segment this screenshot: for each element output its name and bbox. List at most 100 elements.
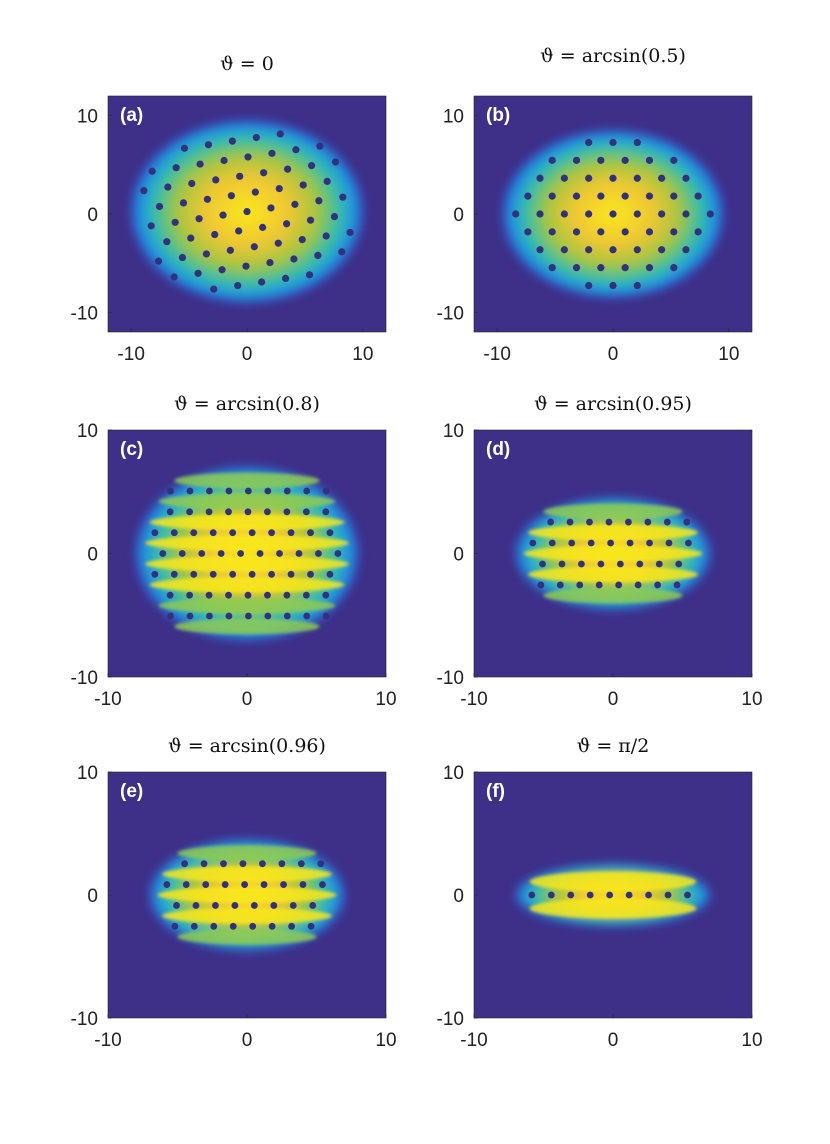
- vortex-core: [268, 922, 276, 930]
- vortex-core: [210, 285, 218, 293]
- density-stripe: [174, 618, 320, 635]
- vortex-core: [228, 137, 236, 145]
- y-tick-label: 10: [77, 107, 98, 128]
- vortex-core: [155, 202, 164, 211]
- panel-c: (c) ϑ = arcsin(0.8) -10 0 10 -10 0 10: [71, 393, 397, 710]
- vortex-core: [316, 142, 324, 150]
- vortex-core: [244, 591, 252, 599]
- vortex-core: [291, 200, 299, 208]
- vortex-core: [317, 860, 325, 868]
- panel-e: (e) ϑ = arcsin(0.96) -10 0 10 -10 0 10: [71, 735, 397, 1051]
- vortex-core: [621, 264, 629, 272]
- vortex-core: [242, 262, 250, 270]
- vortex-core: [670, 264, 678, 272]
- vortex-core: [633, 174, 641, 182]
- vortex-core: [186, 612, 194, 620]
- vortex-core: [182, 881, 190, 888]
- density-stripe: [149, 576, 345, 593]
- density-stripe: [174, 472, 320, 489]
- vortex-core: [326, 529, 334, 537]
- vortex-core: [572, 228, 581, 236]
- y-tick-label: -10: [71, 668, 98, 689]
- y-tick-label: 10: [77, 421, 98, 442]
- vortex-core: [190, 570, 198, 578]
- vortex-core: [558, 560, 566, 568]
- vortex-core: [645, 156, 654, 164]
- vortex-core: [225, 591, 232, 599]
- x-tick-label: -10: [94, 689, 121, 710]
- x-tick-label: -10: [483, 344, 510, 365]
- vortex-core: [221, 881, 229, 888]
- vortex-core: [275, 184, 283, 193]
- vortex-core: [276, 550, 283, 557]
- vortex-core: [548, 156, 556, 164]
- y-tick-label: 0: [453, 205, 464, 226]
- vortex-core: [326, 570, 334, 578]
- vortex-core: [556, 581, 564, 589]
- vortex-core: [595, 581, 603, 589]
- y-tick-label: 0: [87, 545, 98, 566]
- vortex-core: [151, 570, 159, 578]
- vortex-core: [220, 860, 227, 868]
- vortex-core: [597, 228, 605, 236]
- vortex-core: [264, 591, 271, 599]
- vortex-core: [322, 591, 330, 599]
- vortex-core: [210, 922, 218, 930]
- vortex-core: [170, 570, 178, 578]
- vortex-core: [605, 518, 613, 526]
- panel-title: ϑ = arcsin(0.95): [534, 393, 692, 415]
- vortex-core: [597, 192, 605, 200]
- vortex-core: [633, 281, 641, 290]
- vortex-core: [586, 518, 593, 526]
- vortex-core: [299, 181, 307, 189]
- vortex-core: [568, 539, 576, 547]
- vortex-core: [306, 216, 315, 224]
- vortex-core: [609, 210, 617, 218]
- vortex-core: [615, 581, 623, 589]
- vortex-core: [251, 188, 259, 196]
- vortex-core: [287, 570, 295, 578]
- vortex-core: [663, 518, 671, 526]
- vortex-core: [172, 164, 180, 172]
- vortex-core: [236, 172, 244, 180]
- vortex-core: [621, 192, 629, 200]
- vortex-core: [665, 539, 673, 547]
- vortex-core: [186, 487, 194, 495]
- vortex-core: [206, 612, 213, 620]
- vortex-core: [548, 228, 556, 236]
- panel-title: ϑ = arcsin(0.5): [540, 45, 686, 67]
- x-tick-label: 0: [608, 689, 619, 710]
- vortex-core: [202, 881, 210, 888]
- vortex-core: [528, 891, 536, 899]
- vortex-core: [209, 570, 217, 578]
- vortex-core: [655, 560, 663, 568]
- vortex-core: [250, 243, 258, 251]
- vortex-core: [578, 560, 585, 568]
- vortex-core: [163, 238, 171, 246]
- vortex-core: [163, 881, 171, 888]
- vortex-core: [159, 550, 167, 557]
- vortex-core: [188, 179, 196, 188]
- x-tick-label: -10: [460, 689, 487, 710]
- vortex-core: [576, 581, 584, 589]
- vortex-core: [290, 255, 298, 263]
- vortex-core: [283, 612, 291, 620]
- vortex-core: [682, 210, 690, 218]
- vortex-core: [248, 570, 256, 578]
- vortex-core: [322, 508, 330, 516]
- vortex-core: [173, 902, 180, 909]
- vortex-core: [259, 860, 266, 868]
- vortex-core: [548, 192, 556, 200]
- vortex-core: [234, 281, 242, 290]
- x-tick-label: 0: [242, 1030, 253, 1051]
- density-stripe: [158, 493, 336, 510]
- vortex-core: [171, 922, 179, 930]
- vortex-core: [179, 199, 188, 207]
- panel-title: ϑ = 0: [220, 53, 274, 75]
- vortex-core: [256, 550, 264, 557]
- vortex-core: [283, 487, 291, 495]
- vortex-core: [244, 153, 252, 161]
- vortex-core: [282, 220, 291, 228]
- vortex-core: [225, 612, 233, 620]
- vortex-core: [572, 264, 581, 272]
